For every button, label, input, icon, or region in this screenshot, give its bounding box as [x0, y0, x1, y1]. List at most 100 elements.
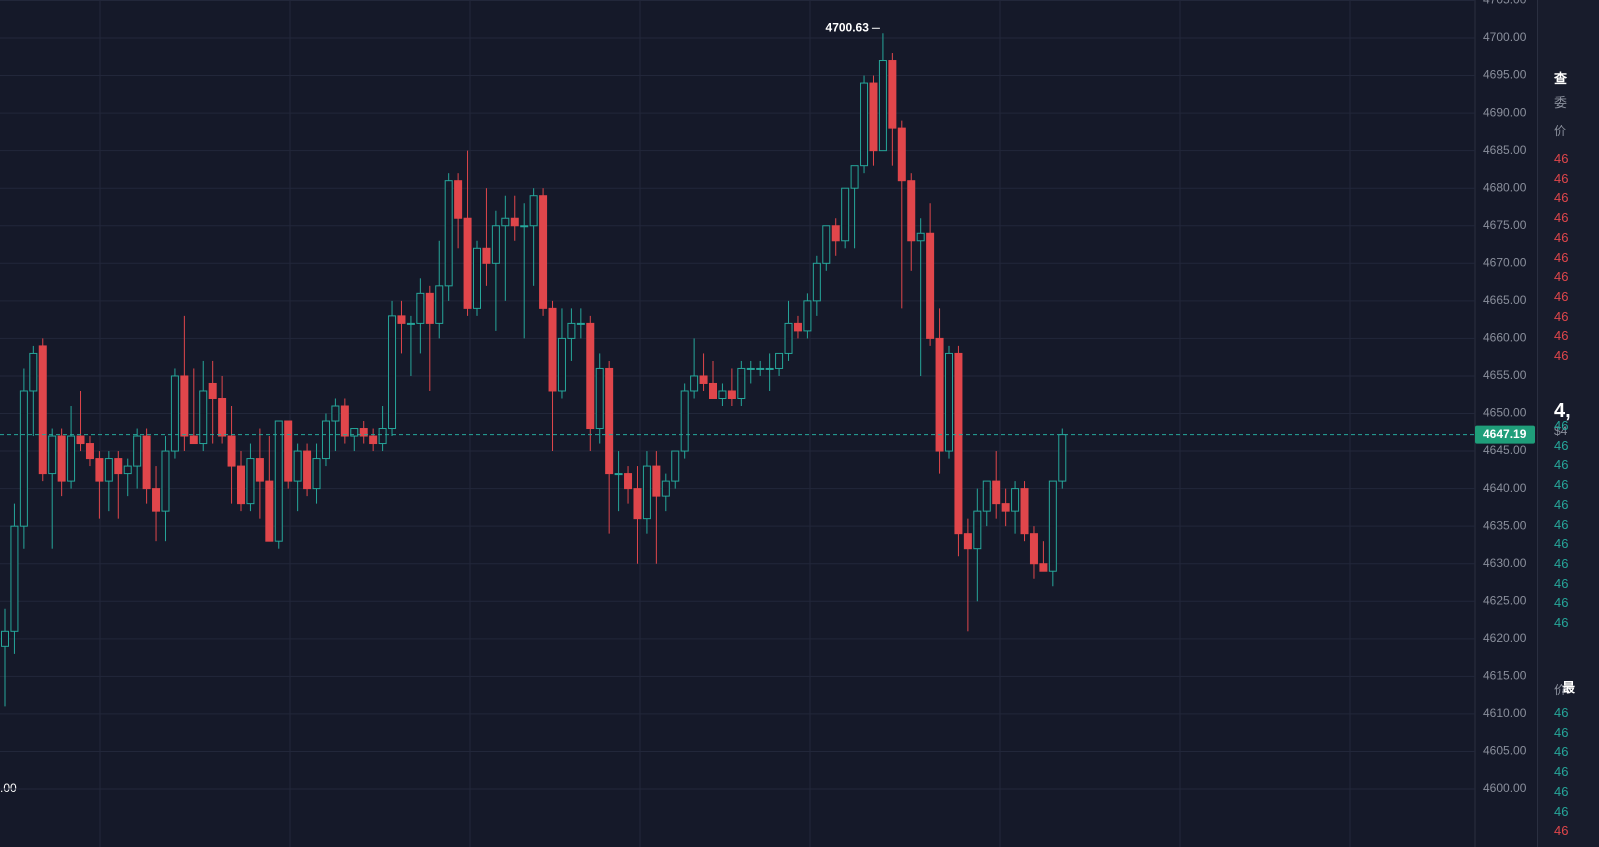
candle-body [803, 300, 812, 332]
ask-price: 46 [1554, 269, 1569, 285]
candle-body [926, 232, 935, 339]
y-tick-label: 4675.00 [1483, 218, 1527, 232]
y-tick-label: 4655.00 [1483, 368, 1527, 382]
candle-body [501, 217, 510, 227]
candle-body [888, 60, 897, 129]
candle-body [520, 225, 529, 228]
candle-body [340, 405, 349, 437]
candle-body [114, 458, 123, 475]
candle-body [737, 367, 746, 399]
candle-body [237, 465, 245, 505]
candle-body [95, 458, 104, 482]
mid-price: 4, [1554, 400, 1571, 422]
bid-price: 46 [1554, 437, 1569, 453]
candle-body [369, 435, 378, 445]
candle-body [661, 480, 670, 497]
y-tick-label: 4640.00 [1483, 481, 1527, 495]
y-tick-label: 4645.00 [1483, 443, 1527, 457]
y-tick-label: 4695.00 [1483, 68, 1527, 82]
candle-body [246, 458, 255, 505]
y-tick-label: 4615.00 [1483, 669, 1527, 683]
candle-body [699, 375, 708, 384]
candle-body [189, 435, 198, 445]
panel-subtab: 委 [1554, 95, 1568, 110]
y-tick-label: 4670.00 [1483, 255, 1527, 269]
y-tick-label: 4605.00 [1483, 744, 1527, 758]
candle-body [255, 458, 264, 482]
order-book: 查委价 46 46 46 46 46 46 46 46 46 46 46 4, $4 46 46 46 46 46 4… [1537, 0, 1599, 847]
candle-body [104, 458, 113, 482]
candle-body [614, 473, 623, 476]
candle-body [435, 285, 444, 324]
candle-body [331, 405, 340, 422]
trade-price: 46 [1554, 705, 1569, 720]
candle-body [765, 367, 774, 370]
y-tick-label: 4690.00 [1483, 105, 1527, 119]
candle-body [208, 382, 217, 399]
candle-body [539, 195, 548, 309]
candle-body [123, 465, 132, 475]
last-price-badge [1475, 425, 1535, 444]
candle-body [746, 367, 755, 370]
candle-body [510, 217, 519, 227]
candle-body [227, 435, 236, 467]
candle-body [321, 420, 330, 460]
candle-body [756, 367, 765, 370]
candle-body [992, 480, 1001, 505]
time-grid [99, 0, 1351, 847]
candle-body [850, 165, 859, 189]
candle-body [1039, 563, 1048, 572]
candle-body [265, 480, 274, 542]
candle-body [652, 465, 661, 497]
candle-body [454, 180, 463, 219]
candle-body [416, 292, 425, 324]
candle-body [57, 435, 66, 482]
y-tick-label: 4665.00 [1483, 293, 1527, 307]
candle-body [709, 382, 717, 399]
candle-body [973, 510, 982, 550]
mid-price-usd: $4 [1554, 424, 1568, 438]
bid-price: 46 [1554, 615, 1569, 630]
candle-body [85, 443, 94, 460]
candle-body [491, 225, 500, 264]
candle-body [841, 187, 850, 242]
trade-price: 46 [1554, 744, 1569, 760]
candle-body [982, 480, 991, 512]
candle-body [567, 322, 576, 339]
candle-body [473, 247, 481, 309]
y-tick-label: 4630.00 [1483, 556, 1527, 570]
ask-price: 46 [1554, 288, 1569, 304]
ask-price: 46 [1554, 170, 1569, 186]
corner-label: .00 [0, 781, 17, 795]
y-tick-label: 4610.00 [1483, 706, 1527, 720]
y-tick-label: 4650.00 [1483, 406, 1527, 420]
candle-body [624, 473, 633, 490]
candle-body [378, 428, 387, 445]
trade-price: 46 [1554, 724, 1569, 740]
candle-body [48, 435, 57, 475]
candle-body [142, 435, 151, 490]
candle-body [671, 450, 680, 482]
ask-price: 46 [1554, 328, 1569, 344]
candle-body [1048, 480, 1057, 572]
ask-header: 价 [1554, 124, 1567, 138]
candle-body [76, 435, 85, 445]
candle-body [1029, 533, 1038, 565]
candle-body [576, 322, 585, 325]
candle-body [170, 375, 179, 452]
candle-body [274, 420, 283, 542]
chart-bg [0, 0, 1537, 847]
ask-price: 46 [1554, 229, 1569, 245]
ask-price: 46 [1554, 210, 1569, 226]
candle-body [812, 262, 821, 302]
candle-body [935, 337, 944, 452]
trade-price: 46 [1554, 803, 1569, 819]
y-tick-label: 4680.00 [1483, 180, 1527, 194]
candle-body [199, 390, 208, 445]
candle-body [303, 450, 312, 490]
y-tick-label: 4600.00 [1483, 781, 1527, 795]
candle-body [633, 488, 642, 520]
candle-body [482, 247, 491, 264]
ask-price: 46 [1554, 190, 1569, 206]
bid-price: 46 [1554, 516, 1569, 532]
